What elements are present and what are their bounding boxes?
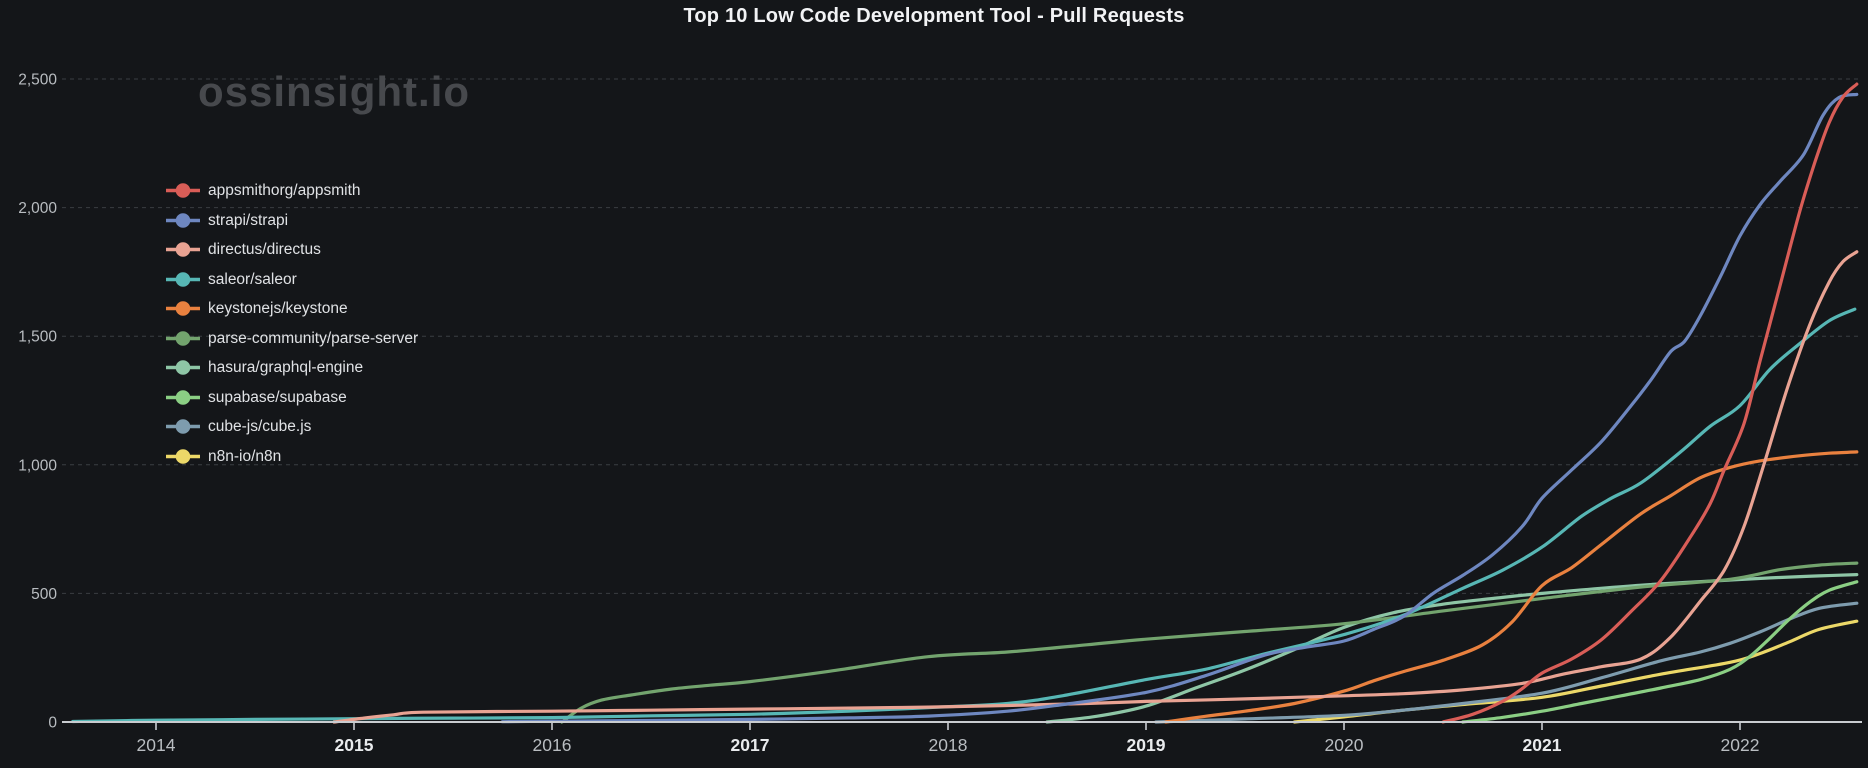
series-line-cube-js [1154, 601, 1859, 724]
legend-item-graphql-engine[interactable]: hasura/graphql-engine [166, 353, 418, 383]
legend-item-keystone[interactable]: keystonejs/keystone [166, 294, 418, 324]
series-line-keystone [1164, 450, 1859, 724]
y-axis-label-1000: 1,000 [18, 457, 57, 474]
legend-marker-icon [166, 448, 200, 464]
legend-label: supabase/supabase [208, 388, 347, 406]
legend-item-directus[interactable]: directus/directus [166, 235, 418, 265]
legend-item-saleor[interactable]: saleor/saleor [166, 265, 418, 295]
x-axis-label-2022: 2022 [1721, 735, 1760, 755]
x-axis-label-2014: 2014 [137, 735, 176, 755]
y-axis-label-2000: 2,000 [18, 200, 57, 217]
legend-item-appsmith[interactable]: appsmithorg/appsmith [166, 176, 418, 206]
series-line-saleor [71, 307, 1857, 724]
x-axis-label-2016: 2016 [533, 735, 572, 755]
legend-label: parse-community/parse-server [208, 329, 419, 347]
series-line-supabase [1461, 580, 1859, 724]
legend-label: saleor/saleor [208, 270, 297, 288]
legend-marker-icon [166, 242, 200, 258]
chart-title: Top 10 Low Code Development Tool - Pull … [683, 5, 1185, 27]
legend-item-strapi[interactable]: strapi/strapi [166, 206, 418, 236]
legend-label: hasura/graphql-engine [208, 359, 364, 376]
series-line-graphql-engine [1045, 573, 1859, 724]
legend-marker-icon [166, 271, 200, 287]
chart-legend: appsmithorg/appsmith strapi/strapi directu… [166, 176, 418, 471]
legend-marker-icon [166, 360, 200, 376]
y-axis-label-1500: 1,500 [18, 329, 57, 346]
legend-label: keystonejs/keystone [208, 300, 348, 317]
legend-marker-icon [166, 419, 200, 435]
legend-label: n8n-io/n8n [208, 447, 282, 465]
legend-marker-icon [166, 183, 200, 199]
x-axis-label-2019: 2019 [1127, 735, 1166, 755]
y-axis-label-500: 500 [31, 586, 57, 603]
legend-item-n8n[interactable]: n8n-io/n8n [166, 442, 418, 472]
legend-label: appsmithorg/appsmith [208, 182, 361, 199]
x-axis-label-2018: 2018 [929, 735, 968, 755]
legend-item-supabase[interactable]: supabase/supabase [166, 383, 418, 413]
legend-marker-icon [166, 301, 200, 317]
legend-marker-icon [166, 212, 200, 228]
x-axis-label-2015: 2015 [335, 735, 374, 755]
legend-marker-icon [166, 330, 200, 346]
legend-label: strapi/strapi [208, 211, 289, 229]
y-axis-label-0: 0 [48, 715, 57, 732]
legend-label: cube-js/cube.js [208, 418, 312, 435]
ossinsight-watermark: ossinsight.io [198, 68, 471, 115]
series-line-parse-server [560, 561, 1859, 724]
x-axis-label-2021: 2021 [1523, 735, 1562, 755]
x-axis-label-2020: 2020 [1325, 735, 1364, 755]
y-axis-label-2500: 2,500 [18, 72, 57, 89]
series-line-strapi [500, 92, 1859, 724]
legend-marker-icon [166, 389, 200, 405]
legend-item-cube-js[interactable]: cube-js/cube.js [166, 412, 418, 442]
legend-label: directus/directus [208, 241, 321, 258]
legend-item-parse-server[interactable]: parse-community/parse-server [166, 324, 418, 354]
series-line-appsmith [1441, 82, 1859, 724]
x-axis-label-2017: 2017 [731, 735, 770, 755]
series-line-directus [332, 250, 1859, 724]
